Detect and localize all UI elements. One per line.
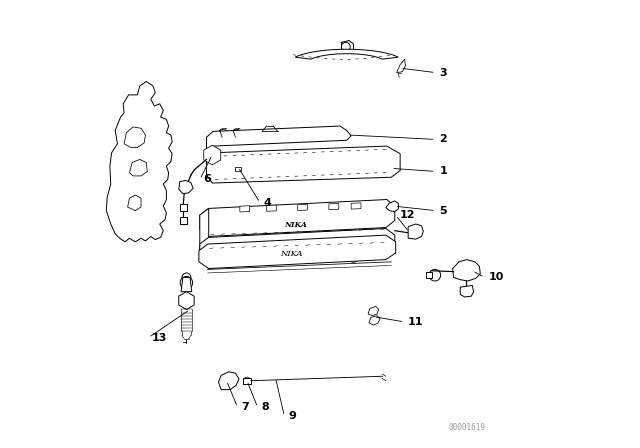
Circle shape [233,129,240,136]
Text: 3: 3 [439,68,447,78]
Polygon shape [127,195,141,211]
Polygon shape [408,224,423,239]
Polygon shape [200,228,395,258]
Text: 1: 1 [439,167,447,177]
Text: 8: 8 [261,402,269,413]
Polygon shape [180,217,188,224]
Polygon shape [426,272,432,278]
Polygon shape [199,235,396,268]
Polygon shape [240,206,250,212]
Text: 13: 13 [152,332,168,343]
Polygon shape [106,82,172,242]
Polygon shape [200,208,209,251]
Polygon shape [267,205,276,211]
Polygon shape [124,127,145,147]
Circle shape [411,228,420,237]
Polygon shape [129,159,147,176]
Polygon shape [386,201,398,211]
Polygon shape [218,372,239,390]
Polygon shape [234,167,241,172]
Polygon shape [179,181,193,194]
Polygon shape [369,316,380,325]
Polygon shape [243,378,251,384]
Circle shape [388,202,395,210]
Circle shape [235,163,240,168]
Circle shape [221,375,233,387]
Circle shape [182,273,191,282]
Circle shape [232,159,244,172]
Circle shape [334,254,340,260]
Text: NIKA: NIKA [280,250,302,258]
Text: 11: 11 [408,317,424,327]
Text: 2: 2 [439,134,447,144]
Polygon shape [200,199,395,237]
Polygon shape [397,59,406,73]
Circle shape [341,43,350,51]
Text: 10: 10 [488,272,504,282]
Text: NIKA: NIKA [284,221,307,229]
Circle shape [204,147,220,163]
Text: 00001619: 00001619 [449,423,485,432]
Circle shape [220,129,227,136]
Text: 5: 5 [439,206,447,215]
Text: 7: 7 [241,402,249,413]
Circle shape [353,218,367,232]
Polygon shape [207,126,351,149]
Circle shape [429,269,441,281]
Polygon shape [460,285,474,297]
Polygon shape [329,203,339,210]
Polygon shape [295,49,398,59]
Polygon shape [180,204,188,211]
Text: 9: 9 [288,411,296,421]
Polygon shape [204,145,221,165]
Text: 12: 12 [399,210,415,220]
Polygon shape [298,204,308,211]
Text: 6: 6 [204,174,211,185]
Circle shape [180,276,193,289]
Polygon shape [452,260,480,281]
Polygon shape [207,146,400,183]
Polygon shape [351,203,361,209]
Polygon shape [179,292,194,310]
Circle shape [208,151,217,159]
Text: 4: 4 [264,198,271,207]
Polygon shape [368,306,379,316]
Circle shape [347,250,360,262]
Polygon shape [181,277,192,292]
Circle shape [243,377,250,384]
